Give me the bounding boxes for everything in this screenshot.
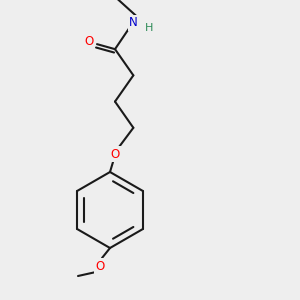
Text: O: O [84, 34, 94, 48]
Text: O: O [110, 148, 120, 160]
Text: N: N [129, 16, 138, 29]
Text: H: H [145, 23, 154, 33]
Text: O: O [95, 260, 105, 272]
